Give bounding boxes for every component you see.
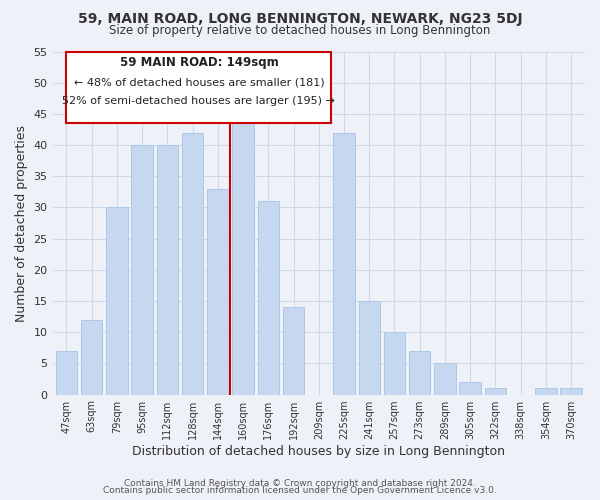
Bar [409,351,430,395]
Bar [384,332,405,394]
Text: 59 MAIN ROAD: 149sqm: 59 MAIN ROAD: 149sqm [119,56,278,69]
Bar [131,145,153,394]
Bar [434,364,455,394]
Text: Size of property relative to detached houses in Long Bennington: Size of property relative to detached ho… [109,24,491,37]
Text: ← 48% of detached houses are smaller (181): ← 48% of detached houses are smaller (18… [74,78,324,88]
Bar [67,52,331,123]
Bar [535,388,557,394]
Bar [333,132,355,394]
Bar [182,132,203,394]
Bar [359,301,380,394]
Bar [56,351,77,395]
Bar [283,308,304,394]
Bar [232,108,254,395]
Bar [485,388,506,394]
Bar [207,188,229,394]
Bar [81,320,103,394]
Bar [257,201,279,394]
Bar [157,145,178,394]
Bar [106,208,128,394]
Text: 59, MAIN ROAD, LONG BENNINGTON, NEWARK, NG23 5DJ: 59, MAIN ROAD, LONG BENNINGTON, NEWARK, … [77,12,523,26]
Text: 52% of semi-detached houses are larger (195) →: 52% of semi-detached houses are larger (… [62,96,335,106]
X-axis label: Distribution of detached houses by size in Long Bennington: Distribution of detached houses by size … [132,444,505,458]
Bar [560,388,582,394]
Bar [460,382,481,394]
Y-axis label: Number of detached properties: Number of detached properties [15,124,28,322]
Text: Contains HM Land Registry data © Crown copyright and database right 2024.: Contains HM Land Registry data © Crown c… [124,478,476,488]
Text: Contains public sector information licensed under the Open Government Licence v3: Contains public sector information licen… [103,486,497,495]
